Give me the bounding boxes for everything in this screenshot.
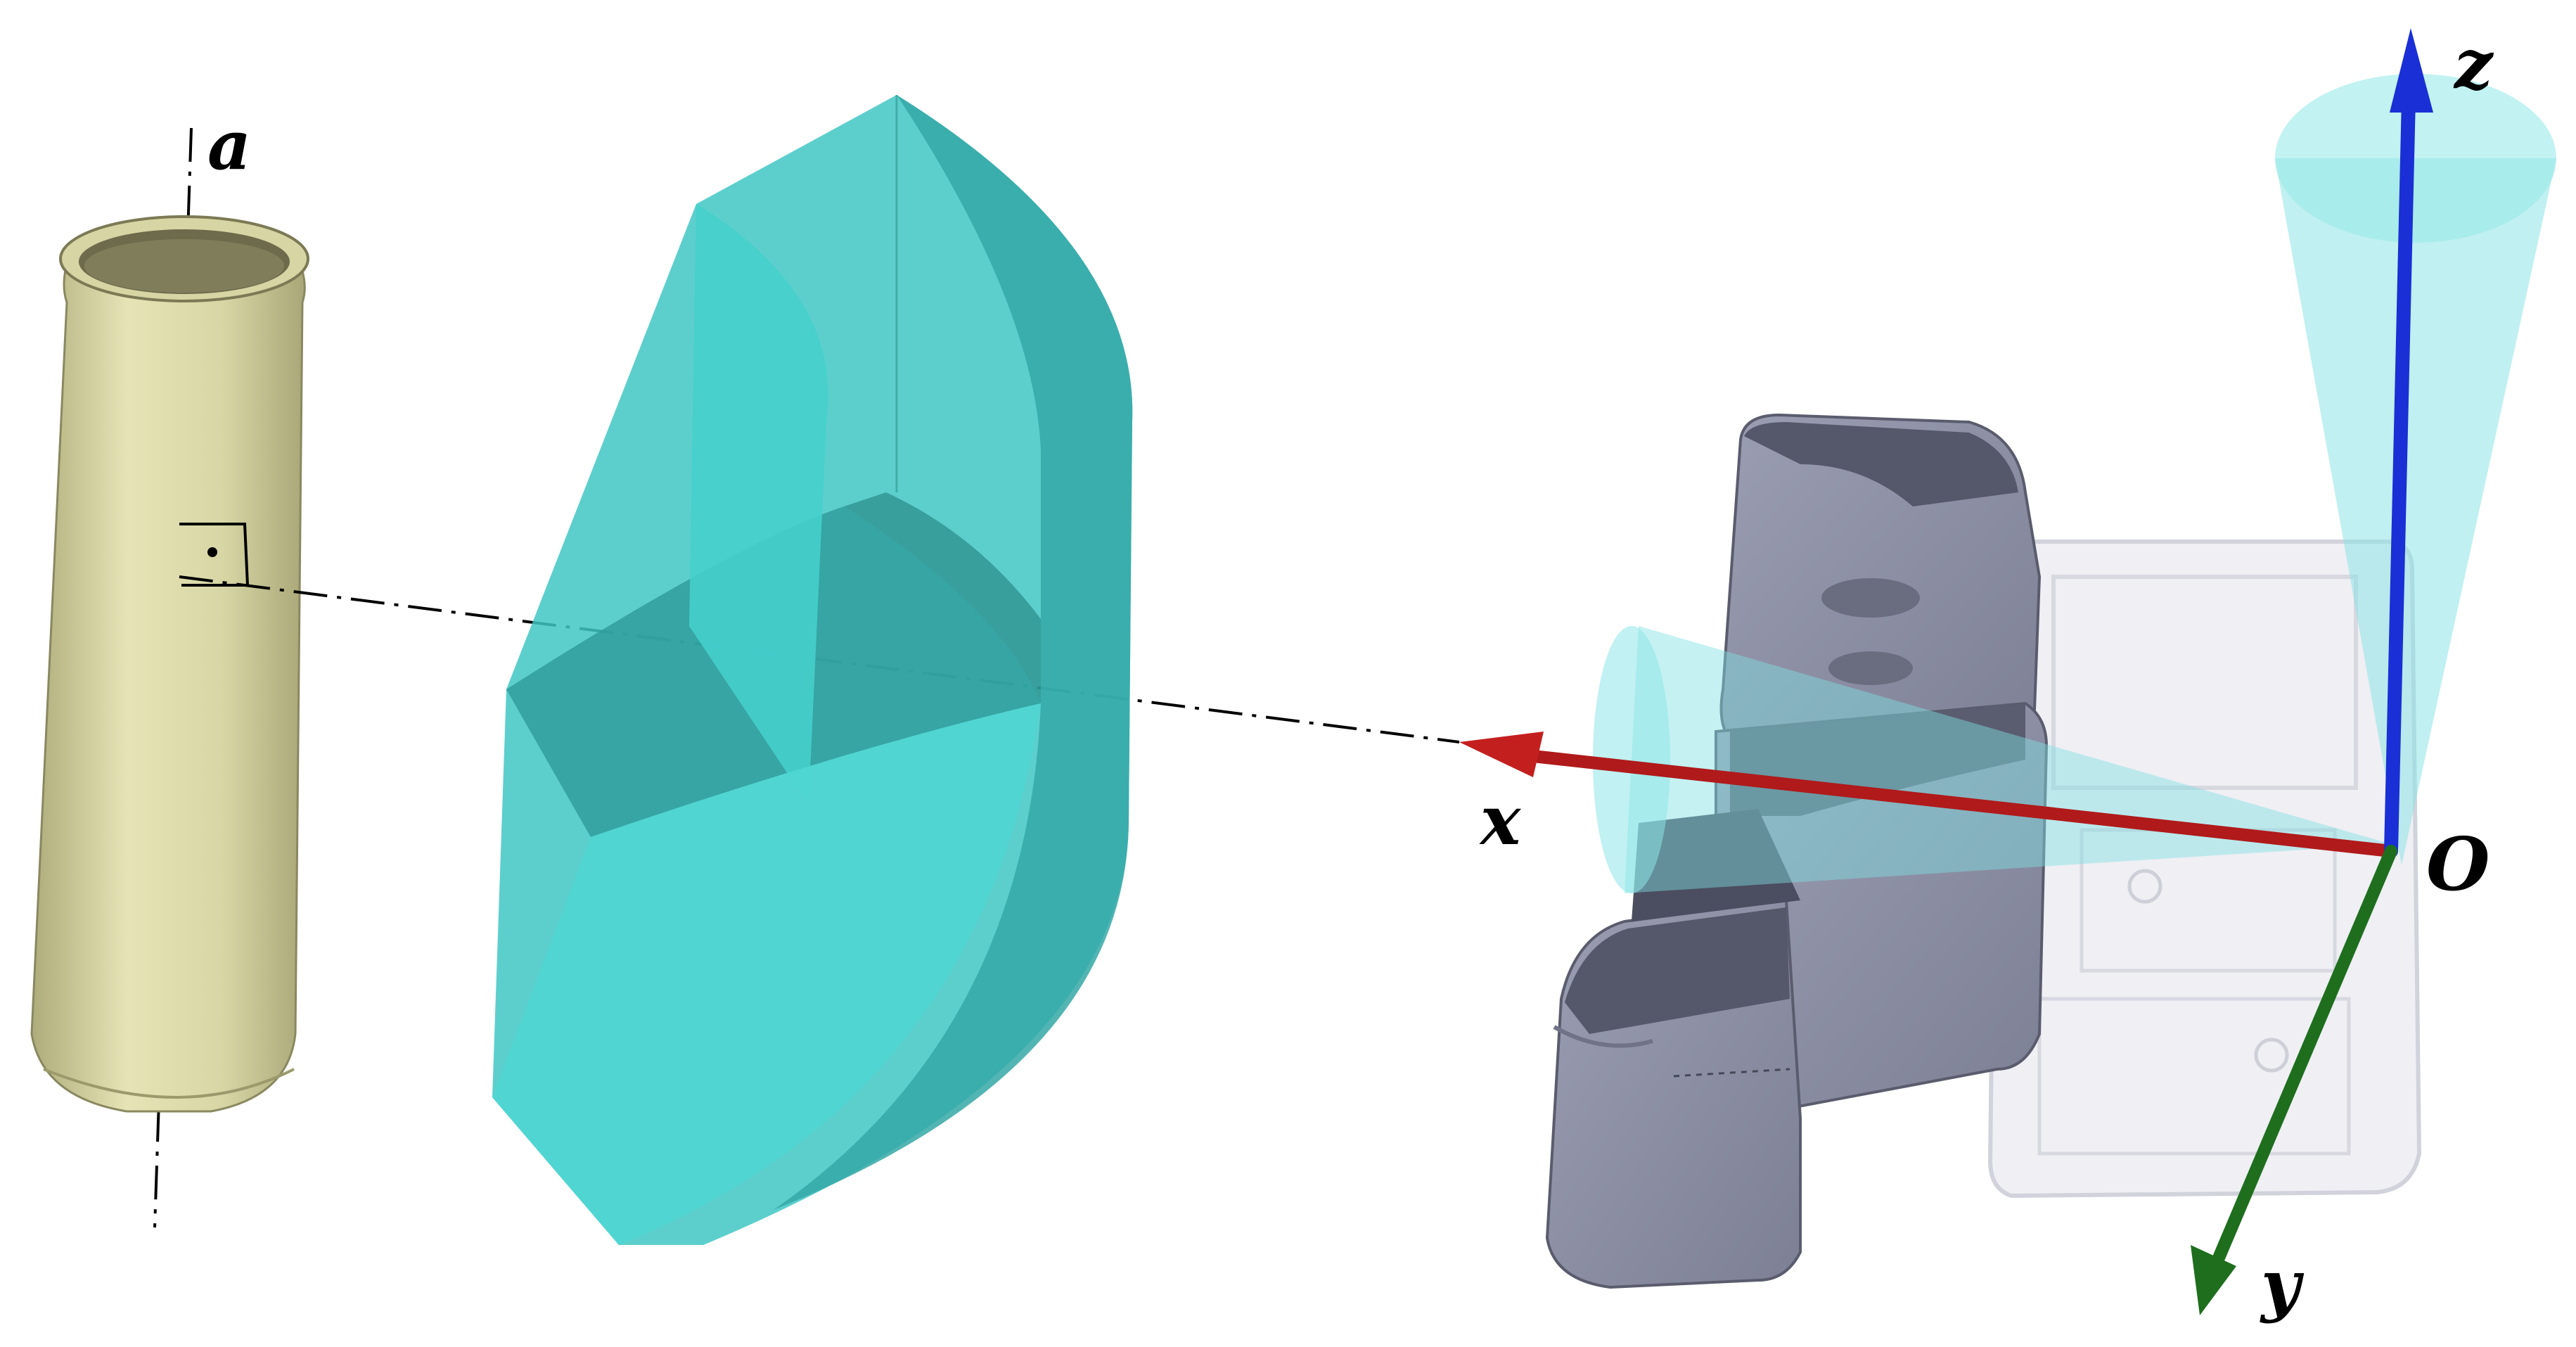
z-axis-label: z [2453,25,2494,104]
z-arrowhead [2390,28,2433,113]
origin-label: O [2426,821,2490,907]
coordinate-axes [1459,28,2433,1315]
transparent-frame [1987,540,2422,1199]
x-arrowhead [1459,732,1544,777]
y-arrowhead [2191,1245,2236,1315]
axis-a-label: a [207,106,251,185]
perpendicular-marker [179,523,250,587]
curved-workspace-region [492,95,1133,1245]
y-axis [2209,845,2397,1272]
x-axis [1527,750,2397,857]
can [30,215,309,1113]
z-cone [2275,74,2556,865]
y-axis-label: y [2260,1245,2305,1324]
x-axis-label: x [1479,781,1522,860]
z-axis [2384,91,2416,858]
